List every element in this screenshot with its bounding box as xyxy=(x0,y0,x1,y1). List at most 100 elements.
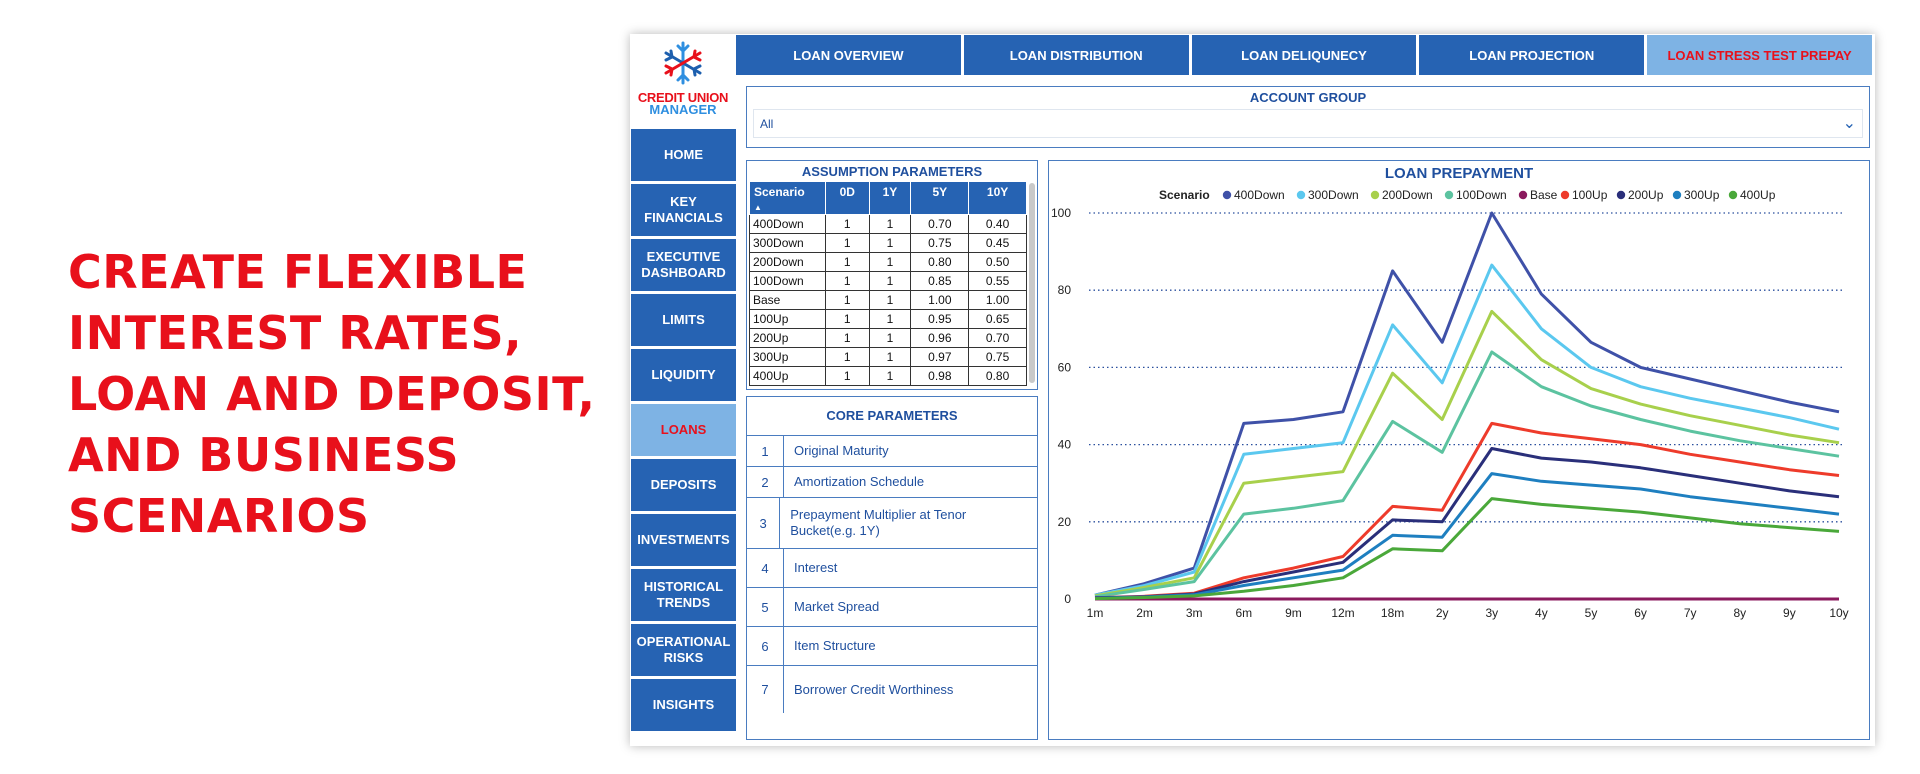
value-cell: 1 xyxy=(825,366,870,386)
value-cell: 1 xyxy=(825,290,870,310)
core-parameters-panel: CORE PARAMETERS 1 Original Maturity 2 Am… xyxy=(746,396,1038,740)
sidebar-item-liquidity[interactable]: LIQUIDITY xyxy=(631,349,736,401)
value-cell: 0.95 xyxy=(910,309,970,329)
sort-ascending-icon: ▲ xyxy=(754,203,762,212)
assumption-table: Scenario ▲ 0D 1Y 5Y 10Y 400Down 1 1 0.70 0.40… xyxy=(749,181,1027,386)
legend-entry: 100Up xyxy=(1572,188,1608,202)
table-row[interactable]: 400Up 1 1 0.98 0.80 xyxy=(749,366,1027,386)
tab-loan-delinquency[interactable]: LOAN DELIQUNECY xyxy=(1191,35,1417,75)
headline: CREATE FLEXIBLE INTEREST RATES, LOAN AND… xyxy=(68,245,596,543)
series-line-300up xyxy=(1094,472,1840,600)
side-navigation: HOME KEY FINANCIALS EXECUTIVE DASHBOARD … xyxy=(631,129,736,734)
list-item: 5 Market Spread xyxy=(747,587,1037,626)
legend-entry: 200Up xyxy=(1628,188,1664,202)
legend-marker xyxy=(1518,190,1528,200)
y-tick-label: 60 xyxy=(1058,360,1072,374)
top-navigation: LOAN OVERVIEW LOAN DISTRIBUTION LOAN DEL… xyxy=(736,35,1872,75)
account-group-filter: ACCOUNT GROUP All ⌄ xyxy=(746,86,1870,148)
sidebar-item-executive-dashboard[interactable]: EXECUTIVE DASHBOARD xyxy=(631,239,736,291)
legend-entry: Base xyxy=(1530,188,1558,202)
scenario-cell: 200Up xyxy=(749,328,826,348)
series-line-200down xyxy=(1094,309,1840,598)
value-cell: 1 xyxy=(868,309,912,329)
sidebar-item-deposits[interactable]: DEPOSITS xyxy=(631,459,736,511)
value-cell: 0.75 xyxy=(968,347,1027,367)
value-cell: 1 xyxy=(868,290,912,310)
table-row[interactable]: 100Down 1 1 0.85 0.55 xyxy=(749,271,1027,291)
legend-entry: 400Down xyxy=(1234,188,1285,202)
column-header-10y[interactable]: 10Y xyxy=(968,181,1027,215)
legend-entry: 100Down xyxy=(1456,188,1507,202)
logo: CREDIT UNION MANAGER xyxy=(630,34,736,122)
x-tick-label: 4y xyxy=(1535,606,1548,620)
list-item: 7 Borrower Credit Worthiness xyxy=(747,665,1037,713)
y-tick-label: 20 xyxy=(1058,515,1072,529)
value-cell: 1 xyxy=(868,328,912,348)
scenario-cell: Base xyxy=(749,290,826,310)
list-item: 6 Item Structure xyxy=(747,626,1037,665)
value-cell: 0.55 xyxy=(968,271,1027,291)
sidebar-item-investments[interactable]: INVESTMENTS xyxy=(631,514,736,566)
list-item: 1 Original Maturity xyxy=(747,435,1037,466)
legend-entry: 300Down xyxy=(1308,188,1359,202)
legend-marker xyxy=(1672,190,1682,200)
value-cell: 1 xyxy=(868,214,912,234)
table-row[interactable]: 400Down 1 1 0.70 0.40 xyxy=(749,214,1027,234)
scenario-cell: 300Up xyxy=(749,347,826,367)
y-tick-label: 100 xyxy=(1051,206,1071,220)
value-cell: 1 xyxy=(868,233,912,253)
table-row[interactable]: 200Down 1 1 0.80 0.50 xyxy=(749,252,1027,272)
legend-marker xyxy=(1296,190,1306,200)
value-cell: 0.70 xyxy=(910,214,970,234)
column-header-5y[interactable]: 5Y xyxy=(910,181,970,215)
sidebar-item-loans[interactable]: LOANS xyxy=(631,404,736,456)
account-group-title: ACCOUNT GROUP xyxy=(1249,90,1367,105)
column-header-0d[interactable]: 0D xyxy=(825,181,870,215)
series-line-100down xyxy=(1094,350,1840,599)
value-cell: 0.70 xyxy=(968,328,1027,348)
tab-loan-stress-test-prepay[interactable]: LOAN STRESS TEST PREPAY xyxy=(1647,35,1872,75)
core-parameters-title: CORE PARAMETERS xyxy=(826,408,958,423)
table-row[interactable]: 300Up 1 1 0.97 0.75 xyxy=(749,347,1027,367)
tab-loan-distribution[interactable]: LOAN DISTRIBUTION xyxy=(963,35,1189,75)
value-cell: 1 xyxy=(825,347,870,367)
sidebar-item-limits[interactable]: LIMITS xyxy=(631,294,736,346)
x-tick-label: 2y xyxy=(1436,606,1449,620)
scenario-cell: 200Down xyxy=(749,252,826,272)
table-row[interactable]: 100Up 1 1 0.95 0.65 xyxy=(749,309,1027,329)
sidebar-item-historical-trends[interactable]: HISTORICAL TRENDS xyxy=(631,569,736,621)
assumption-parameters-title: ASSUMPTION PARAMETERS xyxy=(801,164,983,179)
list-item: 2 Amortization Schedule xyxy=(747,466,1037,497)
sidebar-item-home[interactable]: HOME xyxy=(631,129,736,181)
legend-marker xyxy=(1616,190,1626,200)
column-header-1y[interactable]: 1Y xyxy=(868,181,912,215)
legend-marker xyxy=(1370,190,1380,200)
x-tick-label: 18m xyxy=(1381,606,1404,620)
sidebar-item-key-financials[interactable]: KEY FINANCIALS xyxy=(631,184,736,236)
sidebar-item-insights[interactable]: INSIGHTS xyxy=(631,679,736,731)
account-group-select[interactable]: All ⌄ xyxy=(753,109,1863,138)
table-row[interactable]: 200Up 1 1 0.96 0.70 xyxy=(749,328,1027,348)
table-row[interactable]: 300Down 1 1 0.75 0.45 xyxy=(749,233,1027,253)
scenario-cell: 100Up xyxy=(749,309,826,329)
legend-title: Scenario xyxy=(1159,188,1210,202)
x-tick-label: 9y xyxy=(1783,606,1796,620)
tab-loan-overview[interactable]: LOAN OVERVIEW xyxy=(736,35,961,75)
chevron-down-icon: ⌄ xyxy=(1842,115,1856,132)
x-tick-label: 8y xyxy=(1733,606,1746,620)
table-row[interactable]: Base 1 1 1.00 1.00 xyxy=(749,290,1027,310)
y-tick-label: 0 xyxy=(1064,592,1071,606)
tab-loan-projection[interactable]: LOAN PROJECTION xyxy=(1419,35,1645,75)
value-cell: 0.80 xyxy=(910,252,970,272)
sidebar-item-operational-risks[interactable]: OPERATIONAL RISKS xyxy=(631,624,736,676)
value-cell: 0.85 xyxy=(910,271,970,291)
column-header-scenario[interactable]: Scenario ▲ xyxy=(749,181,826,215)
value-cell: 1 xyxy=(868,252,912,272)
table-scrollbar[interactable] xyxy=(1029,183,1035,383)
x-tick-label: 10y xyxy=(1829,606,1848,620)
loan-prepayment-chart: LOAN PREPAYMENT 0 20 40 60 80 100 1m 2m 3m 6m 9m 12… xyxy=(1048,160,1870,740)
legend-marker xyxy=(1728,190,1738,200)
x-tick-label: 6y xyxy=(1634,606,1647,620)
value-cell: 1 xyxy=(825,252,870,272)
x-tick-label: 12m xyxy=(1331,606,1354,620)
